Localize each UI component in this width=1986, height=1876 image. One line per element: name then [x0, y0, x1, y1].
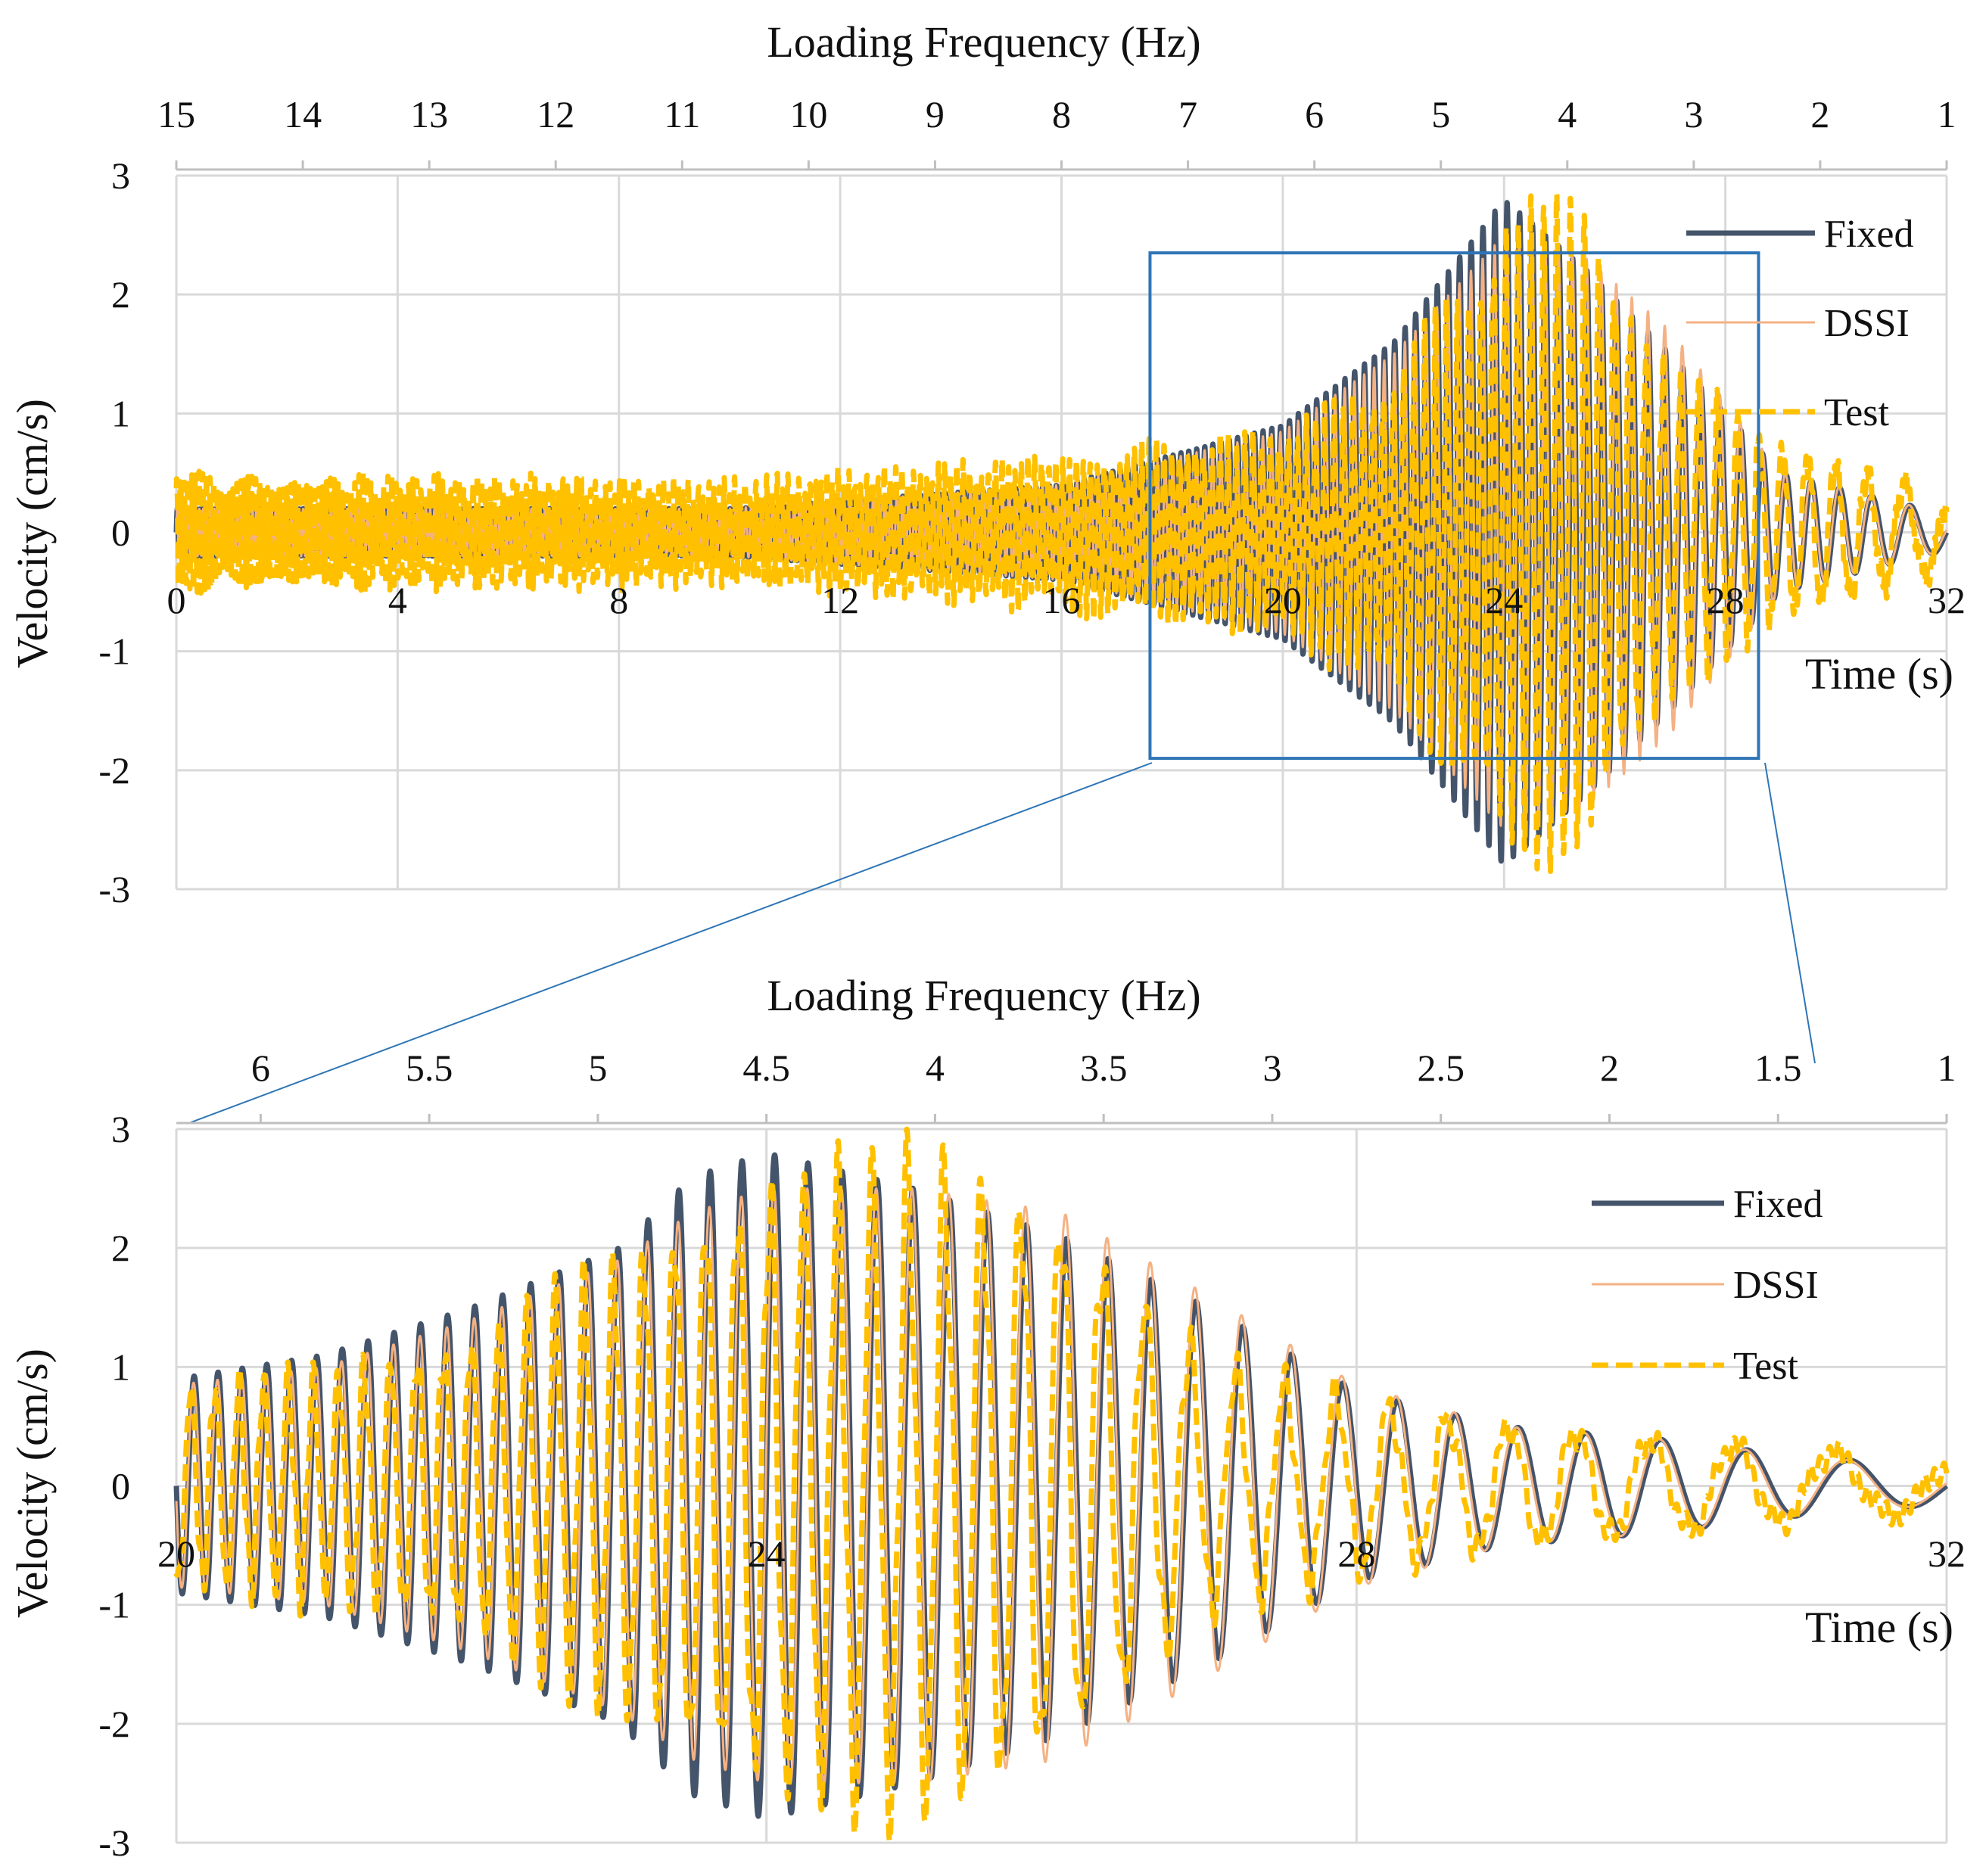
top-tick-label: 4 — [926, 1047, 945, 1089]
x-tick-label: 16 — [1043, 579, 1081, 621]
legend-label-test: Test — [1824, 391, 1889, 434]
top-tick-label: 1.5 — [1754, 1047, 1802, 1089]
x-tick-label: 32 — [1928, 1532, 1966, 1575]
top-tick-label: 6 — [251, 1047, 270, 1089]
y-axis-title-full: Velocity (cm/s) — [8, 399, 57, 668]
legend-zoom: Fixed DSSI Test — [1592, 1183, 1823, 1388]
y-tick-label: -3 — [98, 1822, 130, 1864]
y-tick-label: 1 — [111, 1346, 130, 1388]
y-tick-label: -3 — [98, 868, 130, 910]
top-tick-label: 12 — [537, 93, 574, 135]
x-tick-label: 20 — [1264, 579, 1302, 621]
top-tick-label: 1 — [1938, 93, 1956, 135]
top-tick-label: 8 — [1052, 93, 1071, 135]
plot-area-zoom — [173, 1126, 1950, 1844]
top-tick-label: 15 — [157, 93, 195, 135]
top-tick-label: 5 — [1431, 93, 1450, 135]
x-tick-label: 4 — [388, 579, 407, 621]
plot-area-full — [173, 191, 1950, 874]
top-tick-label: 9 — [926, 93, 945, 135]
x-tick-label: 28 — [1337, 1532, 1375, 1575]
top-tick-label: 5 — [588, 1047, 607, 1089]
y-tick-label: -2 — [98, 1703, 130, 1745]
y-tick-label: 0 — [111, 512, 130, 554]
x-tick-label: 8 — [609, 579, 628, 621]
top-tick-label: 13 — [410, 93, 448, 135]
legend-label-fixed: Fixed — [1824, 213, 1913, 256]
legend-label-test: Test — [1733, 1345, 1798, 1388]
top-tick-label: 10 — [789, 93, 827, 135]
series-line-test — [173, 191, 1950, 874]
zoom-region-box — [1148, 251, 1760, 761]
top-tick-label: 3 — [1684, 93, 1703, 135]
y-tick-label: 1 — [111, 392, 130, 434]
top-tick-label: 2 — [1600, 1047, 1619, 1089]
legend-label-dssi: DSSI — [1824, 302, 1910, 345]
top-axis-title-zoom: Loading Frequency (Hz) — [767, 971, 1200, 1020]
x-tick-label: 32 — [1928, 579, 1966, 621]
legend-label-fixed: Fixed — [1733, 1183, 1823, 1226]
top-tick-label: 14 — [284, 93, 322, 135]
x-tick-label: 24 — [748, 1532, 786, 1575]
x-tick-label: 20 — [157, 1532, 195, 1575]
top-tick-label: 2.5 — [1417, 1047, 1465, 1089]
y-tick-label: -1 — [98, 630, 130, 673]
top-tick-label: 4.5 — [742, 1047, 790, 1089]
x-tick-label: 24 — [1485, 579, 1523, 621]
top-axis-title-full: Loading Frequency (Hz) — [767, 17, 1200, 67]
top-tick-label: 2 — [1810, 93, 1829, 135]
zoom-connector-right — [1764, 762, 1816, 1064]
y-tick-label: 2 — [111, 1227, 130, 1269]
x-axis-title-zoom: Time (s) — [1805, 1603, 1953, 1652]
legend-label-dssi: DSSI — [1733, 1264, 1819, 1307]
series-line-test — [173, 1126, 1950, 1844]
x-tick-label: 28 — [1707, 579, 1745, 621]
y-tick-label: 2 — [111, 273, 130, 316]
zoom-connector-left — [186, 762, 1153, 1125]
top-tick-label: 3 — [1262, 1047, 1281, 1089]
top-tick-label: 5.5 — [406, 1047, 453, 1089]
y-tick-label: -2 — [98, 749, 130, 792]
y-axis-title-zoom: Velocity (cm/s) — [8, 1349, 57, 1618]
legend-full: Fixed DSSI Test — [1686, 213, 1913, 434]
top-tick-label: 11 — [664, 93, 700, 135]
x-tick-label: 0 — [167, 579, 186, 621]
y-tick-label: 3 — [111, 154, 130, 197]
y-tick-label: 3 — [111, 1108, 130, 1150]
top-tick-label: 3.5 — [1080, 1047, 1128, 1089]
x-axis-title-full: Time (s) — [1805, 649, 1953, 698]
top-tick-label: 1 — [1938, 1047, 1956, 1089]
y-tick-label: -1 — [98, 1584, 130, 1626]
top-tick-label: 4 — [1558, 93, 1577, 135]
top-tick-label: 7 — [1178, 93, 1197, 135]
y-tick-label: 0 — [111, 1465, 130, 1507]
top-tick-label: 6 — [1305, 93, 1324, 135]
x-tick-label: 12 — [821, 579, 859, 621]
